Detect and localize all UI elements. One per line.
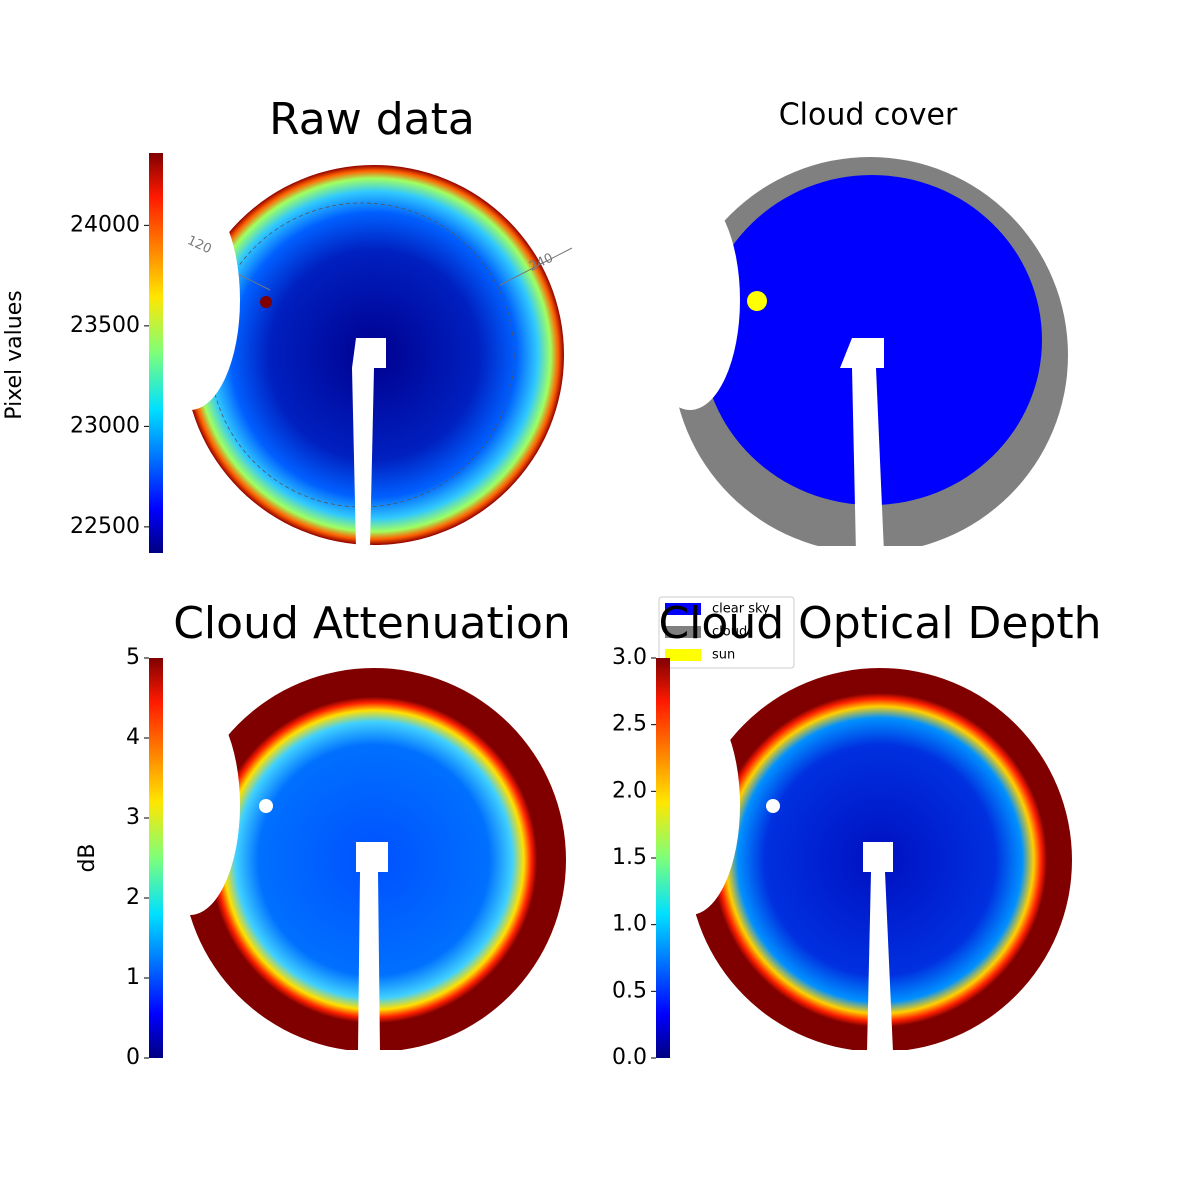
sun-marker bbox=[260, 296, 272, 308]
y-tick-label: 22500 bbox=[70, 514, 140, 539]
y-axis-label: dB bbox=[75, 843, 100, 872]
y-tick-label: 1.5 bbox=[612, 845, 647, 870]
y-tick-label: 2 bbox=[126, 885, 140, 910]
legend-label: clear sky bbox=[712, 602, 770, 617]
y-tick-label: 0 bbox=[126, 1045, 140, 1070]
y-tick-label: 2.0 bbox=[612, 778, 647, 803]
legend-label: sun bbox=[712, 648, 735, 663]
colorbar bbox=[149, 658, 163, 1058]
colorbar bbox=[149, 153, 163, 553]
sun-marker bbox=[259, 799, 273, 813]
legend-label: cloud bbox=[712, 625, 747, 640]
panel-title: Cloud Optical Depth bbox=[658, 598, 1101, 649]
panel-title: Cloud cover bbox=[779, 98, 958, 133]
y-axis-label: Pixel values bbox=[2, 290, 27, 419]
y-tick-label: 3.0 bbox=[612, 645, 647, 670]
legend-swatch bbox=[665, 649, 701, 661]
panel-title: Cloud Attenuation bbox=[173, 598, 571, 649]
colorbar bbox=[656, 658, 670, 1058]
y-tick-label: 24000 bbox=[70, 212, 140, 237]
sun bbox=[747, 291, 767, 311]
y-tick-label: 0.5 bbox=[612, 978, 647, 1003]
y-tick-label: 0.0 bbox=[612, 1045, 647, 1070]
legend-swatch bbox=[665, 626, 701, 638]
azimuth-line bbox=[499, 247, 573, 286]
y-tick-label: 3 bbox=[126, 805, 140, 830]
y-tick-label: 23000 bbox=[70, 413, 140, 438]
y-tick-label: 1.0 bbox=[612, 912, 647, 937]
y-tick-label: 4 bbox=[126, 725, 140, 750]
legend-swatch bbox=[665, 603, 701, 615]
y-tick-label: 5 bbox=[126, 645, 140, 670]
panel-title: Raw data bbox=[269, 94, 475, 145]
y-tick-label: 1 bbox=[126, 965, 140, 990]
y-tick-label: 2.5 bbox=[612, 712, 647, 737]
y-tick-label: 23500 bbox=[70, 313, 140, 338]
sun-marker bbox=[766, 799, 780, 813]
